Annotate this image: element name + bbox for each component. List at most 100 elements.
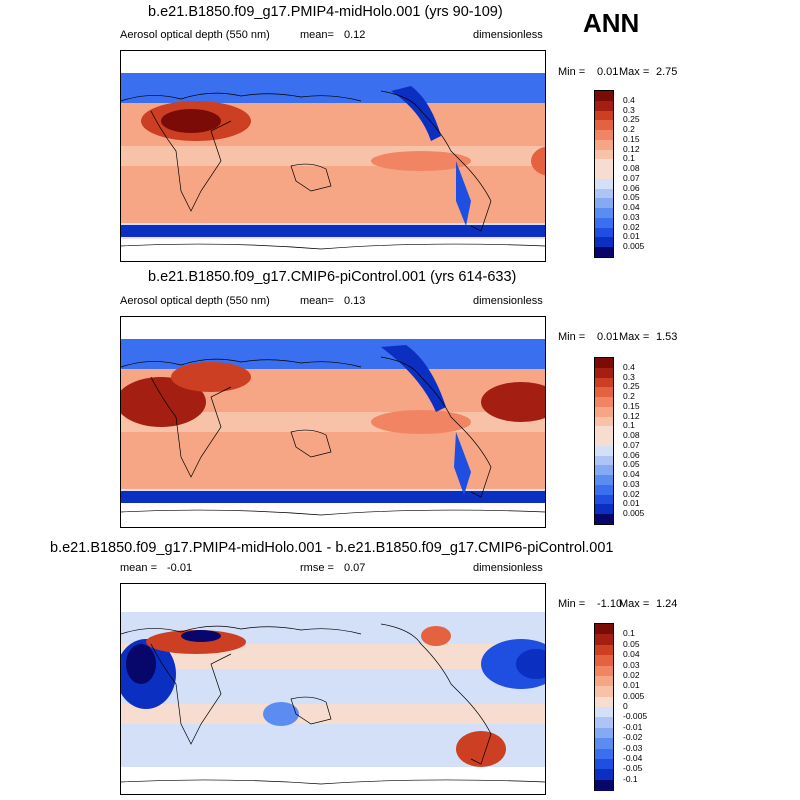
colorbar-tick-label: 0.25 [623, 114, 640, 125]
colorbar-tick-label: 0.04 [623, 469, 640, 480]
colorbar-segment [595, 484, 613, 496]
colorbar-tick-label: 0.06 [623, 182, 640, 193]
max-label: Max = [619, 331, 650, 343]
colorbar-tick-label: 0.1 [623, 153, 635, 164]
colorbar-tick-label: 0.05 [623, 638, 640, 649]
max-label: Max = [619, 66, 650, 78]
rmse-value: 0.07 [344, 562, 366, 574]
colorbar-segment [595, 247, 613, 258]
colorbar-segment [595, 169, 613, 180]
colorbar-tick-label: 0.03 [623, 211, 640, 222]
colorbar-tick-label: 0.12 [623, 143, 640, 154]
arctic-band [121, 73, 545, 103]
colorbar-tick-label: 0.12 [623, 410, 640, 421]
colorbar-segment [595, 149, 613, 160]
season-label: ANN [583, 8, 640, 38]
map-plot [120, 50, 546, 262]
colorbar-tick-label: 0.15 [623, 400, 640, 411]
mean-value: 0.13 [344, 295, 366, 307]
colorbar-tick-label: -0.005 [623, 711, 648, 722]
colorbar-segment [595, 707, 613, 718]
colorbar-segment [595, 178, 613, 190]
colorbar-tick-label: 0.08 [623, 430, 640, 441]
min-value: 0.01 [597, 66, 619, 78]
colorbar-tick-label: 0.08 [623, 163, 640, 174]
mean-value: 0.12 [344, 29, 366, 41]
mean-label: mean = [120, 562, 157, 574]
colorbar-segment [595, 514, 613, 525]
colorbar-segment [595, 494, 613, 505]
arctic-band [121, 339, 545, 369]
colorbar-segment [595, 686, 613, 698]
colorbar-segment [595, 436, 613, 447]
colorbar-segment [595, 217, 613, 229]
colorbar-tick-label: -0.1 [623, 773, 638, 784]
colorbar-tick-label: -0.01 [623, 721, 643, 732]
colorbar-tick-label: 0.15 [623, 133, 640, 144]
colorbar-tick-label: 0.3 [623, 371, 635, 382]
colorbar-tick-label: 0.2 [623, 124, 635, 135]
colorbar-segment [595, 475, 613, 486]
colorbar-tick-label: 0.07 [623, 172, 640, 183]
colorbar-segment [595, 504, 613, 515]
coastlines [121, 623, 545, 785]
colorbar-segment [595, 779, 613, 791]
colorbar-segment [595, 110, 613, 121]
colorbar-tick-label: 0.02 [623, 488, 640, 499]
min-label: Min = [558, 598, 586, 610]
colorbar-tick-label: 0.02 [623, 221, 640, 232]
colorbar-tick-label: 0.4 [623, 361, 635, 372]
min-label: Min = [558, 331, 586, 343]
colorbar-segment [595, 634, 613, 646]
colorbar-segment [595, 665, 613, 677]
map-plot [120, 316, 546, 528]
colorbar-segment [595, 100, 613, 111]
colorbar-segment [595, 758, 613, 770]
max-value: 1.24 [656, 598, 678, 610]
rmse-label: rmse = [300, 562, 334, 574]
colorbar-tick-label: -0.05 [623, 763, 643, 774]
colorbar-segment [595, 644, 613, 656]
panel-title: b.e21.B1850.f09_g17.PMIP4-midHolo.001 - … [50, 540, 614, 556]
colorbar-segment [595, 358, 613, 369]
map-plot [120, 583, 546, 795]
southern-ocean-band [121, 225, 545, 237]
max-value: 1.53 [656, 331, 678, 343]
colorbar-segment [595, 387, 613, 398]
colorbar-tick-label: 0.2 [623, 391, 635, 402]
colorbar-tick-label: 0.01 [623, 680, 640, 691]
colorbar-segment [595, 738, 613, 749]
colorbar-segment [595, 416, 613, 427]
colorbar-segment [595, 748, 613, 760]
colorbar-segment [595, 455, 613, 466]
colorbar-segment [595, 675, 613, 687]
colorbar-tick-label: 0.005 [623, 690, 645, 701]
colorbar-segment [595, 445, 613, 457]
colorbar-tick-label: 0.005 [623, 241, 645, 252]
min-value: 0.01 [597, 331, 619, 343]
colorbar-segment [595, 696, 613, 708]
sahara-dust-plume [121, 377, 206, 427]
colorbar-segment [595, 208, 613, 219]
units-label: dimensionless [473, 29, 543, 41]
min-label: Min = [558, 66, 586, 78]
colorbar-tick-label: 0.05 [623, 192, 640, 203]
colorbar-tick-label: 0.07 [623, 439, 640, 450]
colorbar-tick-label: -0.02 [623, 732, 643, 743]
colorbar-segment [595, 406, 613, 418]
colorbar-segment [595, 465, 613, 476]
southern-ocean-band [121, 491, 545, 503]
colorbar-tick-label: 0.4 [623, 94, 635, 105]
coastlines [121, 90, 545, 250]
colorbar-tick-label: 0.3 [623, 104, 635, 115]
units-label: dimensionless [473, 295, 543, 307]
variable-label: Aerosol optical depth (550 nm) [120, 29, 270, 41]
colorbar-segment [595, 624, 613, 635]
colorbar-segment [595, 91, 613, 102]
min-value: -1.10 [597, 598, 623, 610]
colorbar-segment [595, 130, 613, 141]
colorbar-segment [595, 227, 613, 238]
colorbar [594, 90, 614, 258]
colorbar-segment [595, 120, 613, 131]
colorbar-tick-label: 0.06 [623, 449, 640, 460]
